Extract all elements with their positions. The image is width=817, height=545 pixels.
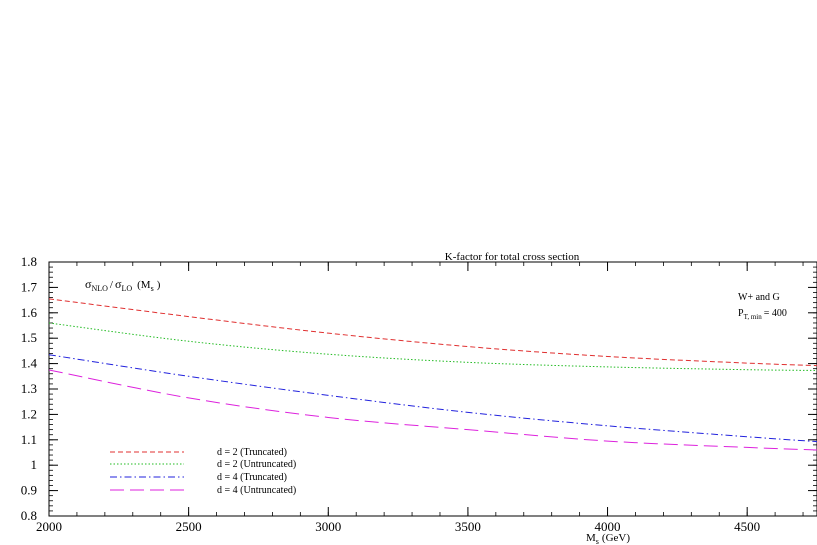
- x-tick-label: 3000: [315, 519, 341, 534]
- x-tick-label: 4000: [595, 519, 621, 534]
- y-tick-label: 1.3: [21, 381, 37, 396]
- legend-label-d4-untruncated: d = 4 (Untruncated): [217, 485, 296, 496]
- y-tick-label: 1.4: [21, 356, 38, 371]
- legend-label-d4-truncated: d = 4 (Truncated): [217, 472, 287, 483]
- process-annotation: W+ and G: [738, 292, 780, 303]
- series-d2-truncated: [48, 298, 817, 367]
- y-tick-label: 1.8: [21, 254, 37, 269]
- y-tick-label: 0.9: [21, 483, 37, 498]
- series-group: [48, 298, 817, 451]
- x-axis-label: Ms (GeV): [586, 532, 630, 545]
- x-tick-label: 4500: [734, 519, 760, 534]
- chart-title: K-factor for total cross section: [445, 251, 580, 263]
- x-tick-label: 2000: [36, 519, 62, 534]
- y-tick-label: 1.1: [21, 432, 37, 447]
- series-d4-truncated: [48, 354, 817, 443]
- y-tick-label: 1.7: [21, 279, 38, 294]
- series-d2-untruncated: [48, 322, 817, 371]
- legend-label-d2-truncated: d = 2 (Truncated): [217, 447, 287, 458]
- x-tick-label: 3500: [455, 519, 481, 534]
- y-axis-label: σNLO / σLO (Ms): [85, 277, 161, 293]
- legend-label-d2-untruncated: d = 2 (Untruncated): [217, 459, 296, 470]
- plot-frame: [48, 261, 817, 517]
- tick-marks: [48, 261, 817, 517]
- y-tick-label: 1.2: [21, 406, 37, 421]
- legend: d = 2 (Truncated) d = 2 (Untruncated) d …: [110, 447, 296, 496]
- x-tick-label: 2500: [176, 519, 202, 534]
- y-tick-label: 1.6: [21, 305, 38, 320]
- y-tick-label: 0.8: [21, 508, 37, 523]
- y-tick-label: 1: [31, 457, 38, 472]
- pt-annotation: PT, min = 400: [738, 308, 787, 321]
- series-d4-untruncated: [48, 369, 817, 451]
- y-tick-label: 1.5: [21, 330, 37, 345]
- tick-labels: 0.8 0.9 1 1.1 1.2 1.3 1.4 1.5 1.6 1.7 1.8 2000 2500 3…: [21, 254, 760, 534]
